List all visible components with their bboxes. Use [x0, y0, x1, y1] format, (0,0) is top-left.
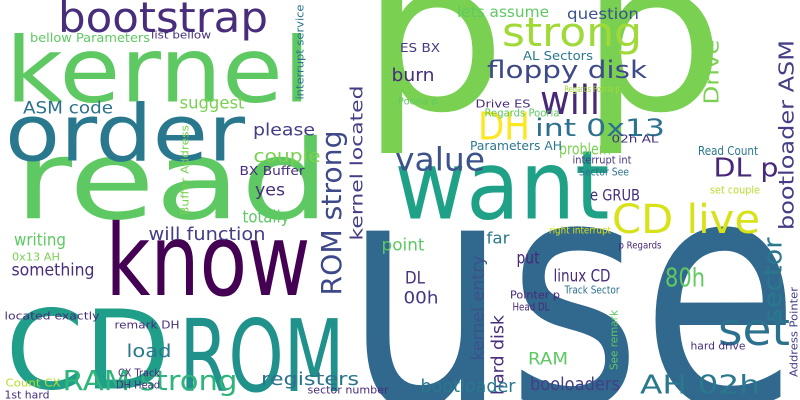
word: list bellow: [151, 29, 211, 42]
word: ROM strong: [315, 131, 348, 296]
word: registers: [261, 369, 359, 390]
word: sector: [759, 237, 789, 322]
word: Address Pointer: [788, 287, 800, 377]
word: ES BX: [400, 41, 440, 55]
word: Buffer Address: [179, 125, 192, 215]
word: bootloader ASM: [775, 40, 799, 230]
word: p p: [361, 0, 726, 159]
word: set: [718, 303, 790, 356]
word: ROM: [180, 298, 345, 400]
word: DL p: [714, 154, 779, 184]
word: booloaders: [530, 374, 620, 395]
word: kernel: [6, 19, 311, 124]
word: know: [106, 202, 311, 319]
word: Pooria p: [398, 96, 438, 107]
word: put: [517, 249, 540, 269]
word: couple: [254, 146, 321, 167]
word: right interrupt: [549, 225, 611, 236]
word: 00h: [404, 289, 439, 309]
word: Regards Pooria p: [565, 85, 620, 95]
word: will: [540, 78, 600, 124]
word: load: [127, 341, 172, 362]
word: value: [395, 141, 485, 179]
word: AH 02h: [640, 371, 760, 400]
word: Read Count: [698, 144, 758, 158]
word: p Regards: [619, 240, 662, 251]
word: kernel located: [348, 86, 368, 241]
word: interrupt service: [294, 4, 307, 99]
word: problem: [559, 139, 611, 158]
word: RAM: [528, 350, 568, 370]
word: ASM code: [23, 99, 113, 119]
word: Count CX: [6, 377, 61, 390]
word: burn: [392, 65, 435, 86]
word: CX Track: [118, 367, 161, 380]
word: AL Sectors: [523, 49, 593, 63]
word: hard disk: [489, 315, 509, 395]
word: 0x13 AH: [12, 251, 60, 264]
word: Drive ES: [476, 98, 531, 111]
word: suggest: [180, 94, 245, 114]
word: bootloader: [421, 376, 517, 397]
word: CD live: [612, 197, 760, 243]
word: DH: [478, 105, 530, 149]
word: 02h AL: [612, 133, 660, 146]
word: want: [395, 131, 610, 241]
word: RAM strong: [63, 364, 238, 397]
word: hard drive: [691, 340, 746, 353]
word: sector number: [308, 384, 389, 397]
word: DL: [405, 269, 425, 289]
word: yes: [255, 181, 285, 201]
word: floppy disk: [487, 56, 647, 84]
word: Regards Pooria: [485, 107, 560, 120]
word: totally: [243, 208, 290, 228]
word: linux CD: [554, 267, 611, 287]
word: set couple: [710, 184, 760, 197]
word: far: [487, 228, 510, 247]
word: Parameters AH: [470, 139, 562, 153]
word: use: [345, 110, 800, 400]
word: e GRUB: [590, 185, 640, 204]
word: Pointer p: [510, 289, 560, 302]
word: 1st hard: [5, 389, 50, 400]
word: point: [382, 236, 425, 256]
word: BX Buffer: [240, 164, 305, 178]
word: bellow Parameters: [30, 31, 150, 45]
word: CD: [6, 286, 171, 400]
word: Head DL: [513, 301, 551, 314]
word: located exactly: [5, 310, 101, 323]
word: Sector See: [579, 166, 629, 179]
word: 80h: [665, 264, 705, 294]
word: Drive: [700, 40, 724, 105]
word: interrupt int: [573, 154, 633, 167]
word: will function: [149, 224, 266, 245]
word: something: [12, 261, 95, 281]
word: Track Sector: [564, 284, 620, 297]
word: bootstrap: [58, 0, 268, 42]
word: question: [567, 5, 639, 23]
word: strong: [502, 10, 642, 56]
word: lets assume: [457, 3, 549, 21]
word: DH Head: [116, 379, 160, 392]
word: read: [15, 116, 330, 244]
word: order: [5, 90, 246, 180]
word: remark DH: [115, 319, 180, 332]
word: int 0x13: [535, 114, 665, 142]
word: please: [253, 121, 315, 141]
word: See remark: [608, 309, 621, 370]
word: writing: [14, 231, 66, 251]
word: kernel entry: [469, 256, 489, 361]
